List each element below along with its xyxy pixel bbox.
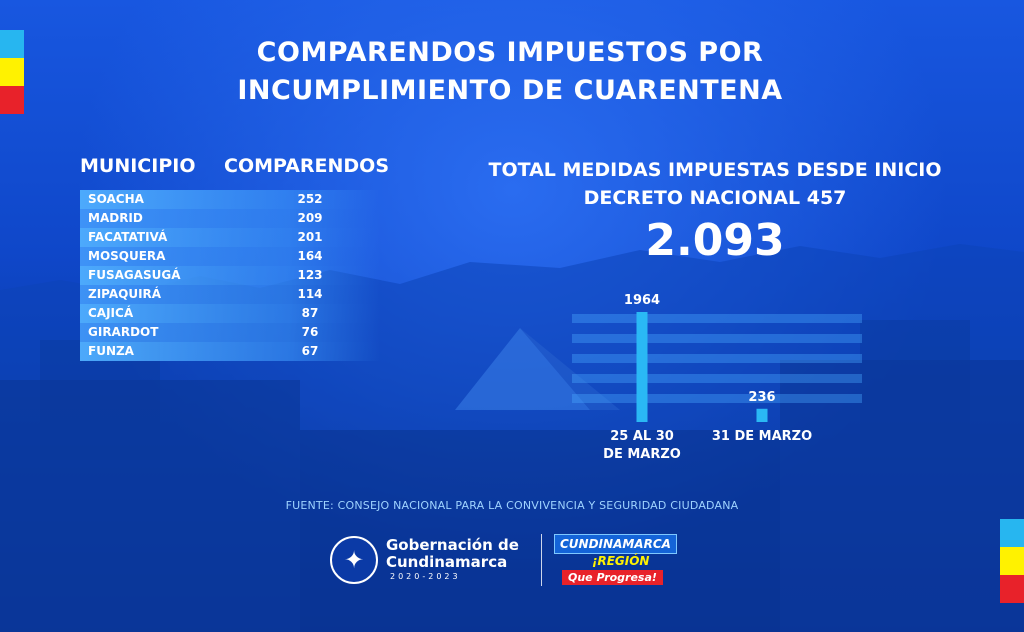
region-logo: CUNDINAMARCA ¡REGIÓN Que Progresa!: [554, 532, 690, 592]
grid-band: [572, 314, 862, 323]
municipio-name: FUNZA: [88, 344, 134, 358]
municipio-name: SOACHA: [88, 192, 144, 206]
table-row: FUSAGASUGÁ 123: [80, 266, 380, 285]
table-row: FUNZA 67: [80, 342, 380, 361]
comparendos-value: 252: [297, 192, 323, 206]
municipio-name: FUSAGASUGÁ: [88, 268, 181, 282]
grid-band: [572, 354, 862, 363]
municipio-name: CAJICÁ: [88, 306, 134, 320]
title-line-1: COMPARENDOS IMPUESTOS POR: [256, 37, 764, 68]
comparendos-value: 76: [301, 325, 319, 339]
header-comparendos: COMPARENDOS: [224, 155, 390, 177]
gob-name-line-1: Gobernación de: [386, 536, 519, 554]
table-row: FACATATIVÁ 201: [80, 228, 380, 247]
grid-band: [572, 394, 862, 403]
comparendos-value: 201: [297, 230, 323, 244]
gobernacion-logo: ✦ Gobernación de Cundinamarca 2020-2023: [330, 530, 530, 590]
total-label: TOTAL MEDIDAS IMPUESTAS DESDE INICIO DEC…: [470, 156, 960, 212]
header-municipio: MUNICIPIO: [80, 155, 196, 177]
comparendos-value: 164: [297, 249, 323, 263]
eagle-seal-icon: ✦: [330, 536, 378, 584]
total-label-line-2: DECRETO NACIONAL 457: [583, 187, 847, 209]
grid-band: [572, 374, 862, 383]
table-row: MOSQUERA 164: [80, 247, 380, 266]
municipio-name: MADRID: [88, 211, 143, 225]
bar: [756, 408, 768, 422]
region-name: CUNDINAMARCA: [554, 534, 677, 554]
region-sub: ¡REGIÓN: [592, 554, 650, 568]
municipio-name: FACATATIVÁ: [88, 230, 168, 244]
table-row: CAJICÁ 87: [80, 304, 380, 323]
municipio-name: MOSQUERA: [88, 249, 166, 263]
region-slogan: Que Progresa!: [562, 570, 663, 585]
comparendos-value: 87: [301, 306, 319, 320]
bar: [636, 312, 648, 422]
category-label: DE MARZO: [603, 447, 681, 462]
table-row: MADRID 209: [80, 209, 380, 228]
comparendos-value: 114: [297, 287, 323, 301]
bar-value-label: 1964: [624, 293, 660, 308]
table-row: GIRARDOT 76: [80, 323, 380, 342]
title-line-2: INCUMPLIMIENTO DE CUARENTENA: [237, 75, 783, 106]
category-label: 25 AL 30: [610, 429, 674, 444]
flag-stripes-left: [0, 30, 24, 114]
page-title: COMPARENDOS IMPUESTOS POR INCUMPLIMIENTO…: [150, 34, 870, 110]
table-row: SOACHA 252: [80, 190, 380, 209]
footer-divider: [541, 534, 542, 586]
comparendos-value: 123: [297, 268, 323, 282]
grid-band: [572, 334, 862, 343]
total-label-line-1: TOTAL MEDIDAS IMPUESTAS DESDE INICIO: [488, 159, 942, 181]
comparendos-value: 67: [301, 344, 319, 358]
municipio-table: SOACHA 252 MADRID 209 FACATATIVÁ 201 MOS…: [80, 190, 380, 361]
table-row: ZIPAQUIRÁ 114: [80, 285, 380, 304]
flag-stripes-right: [1000, 519, 1024, 603]
category-label: 31 DE MARZO: [712, 429, 812, 444]
gob-name-line-2: Cundinamarca: [386, 553, 508, 571]
total-value: 2.093: [645, 215, 785, 266]
gob-years: 2020-2023: [390, 572, 461, 581]
municipio-name: ZIPAQUIRÁ: [88, 287, 162, 301]
bar-value-label: 236: [748, 390, 775, 405]
comparendos-value: 209: [297, 211, 323, 225]
municipio-name: GIRARDOT: [88, 325, 159, 339]
source-note: FUENTE: CONSEJO NACIONAL PARA LA CONVIVE…: [285, 499, 739, 512]
